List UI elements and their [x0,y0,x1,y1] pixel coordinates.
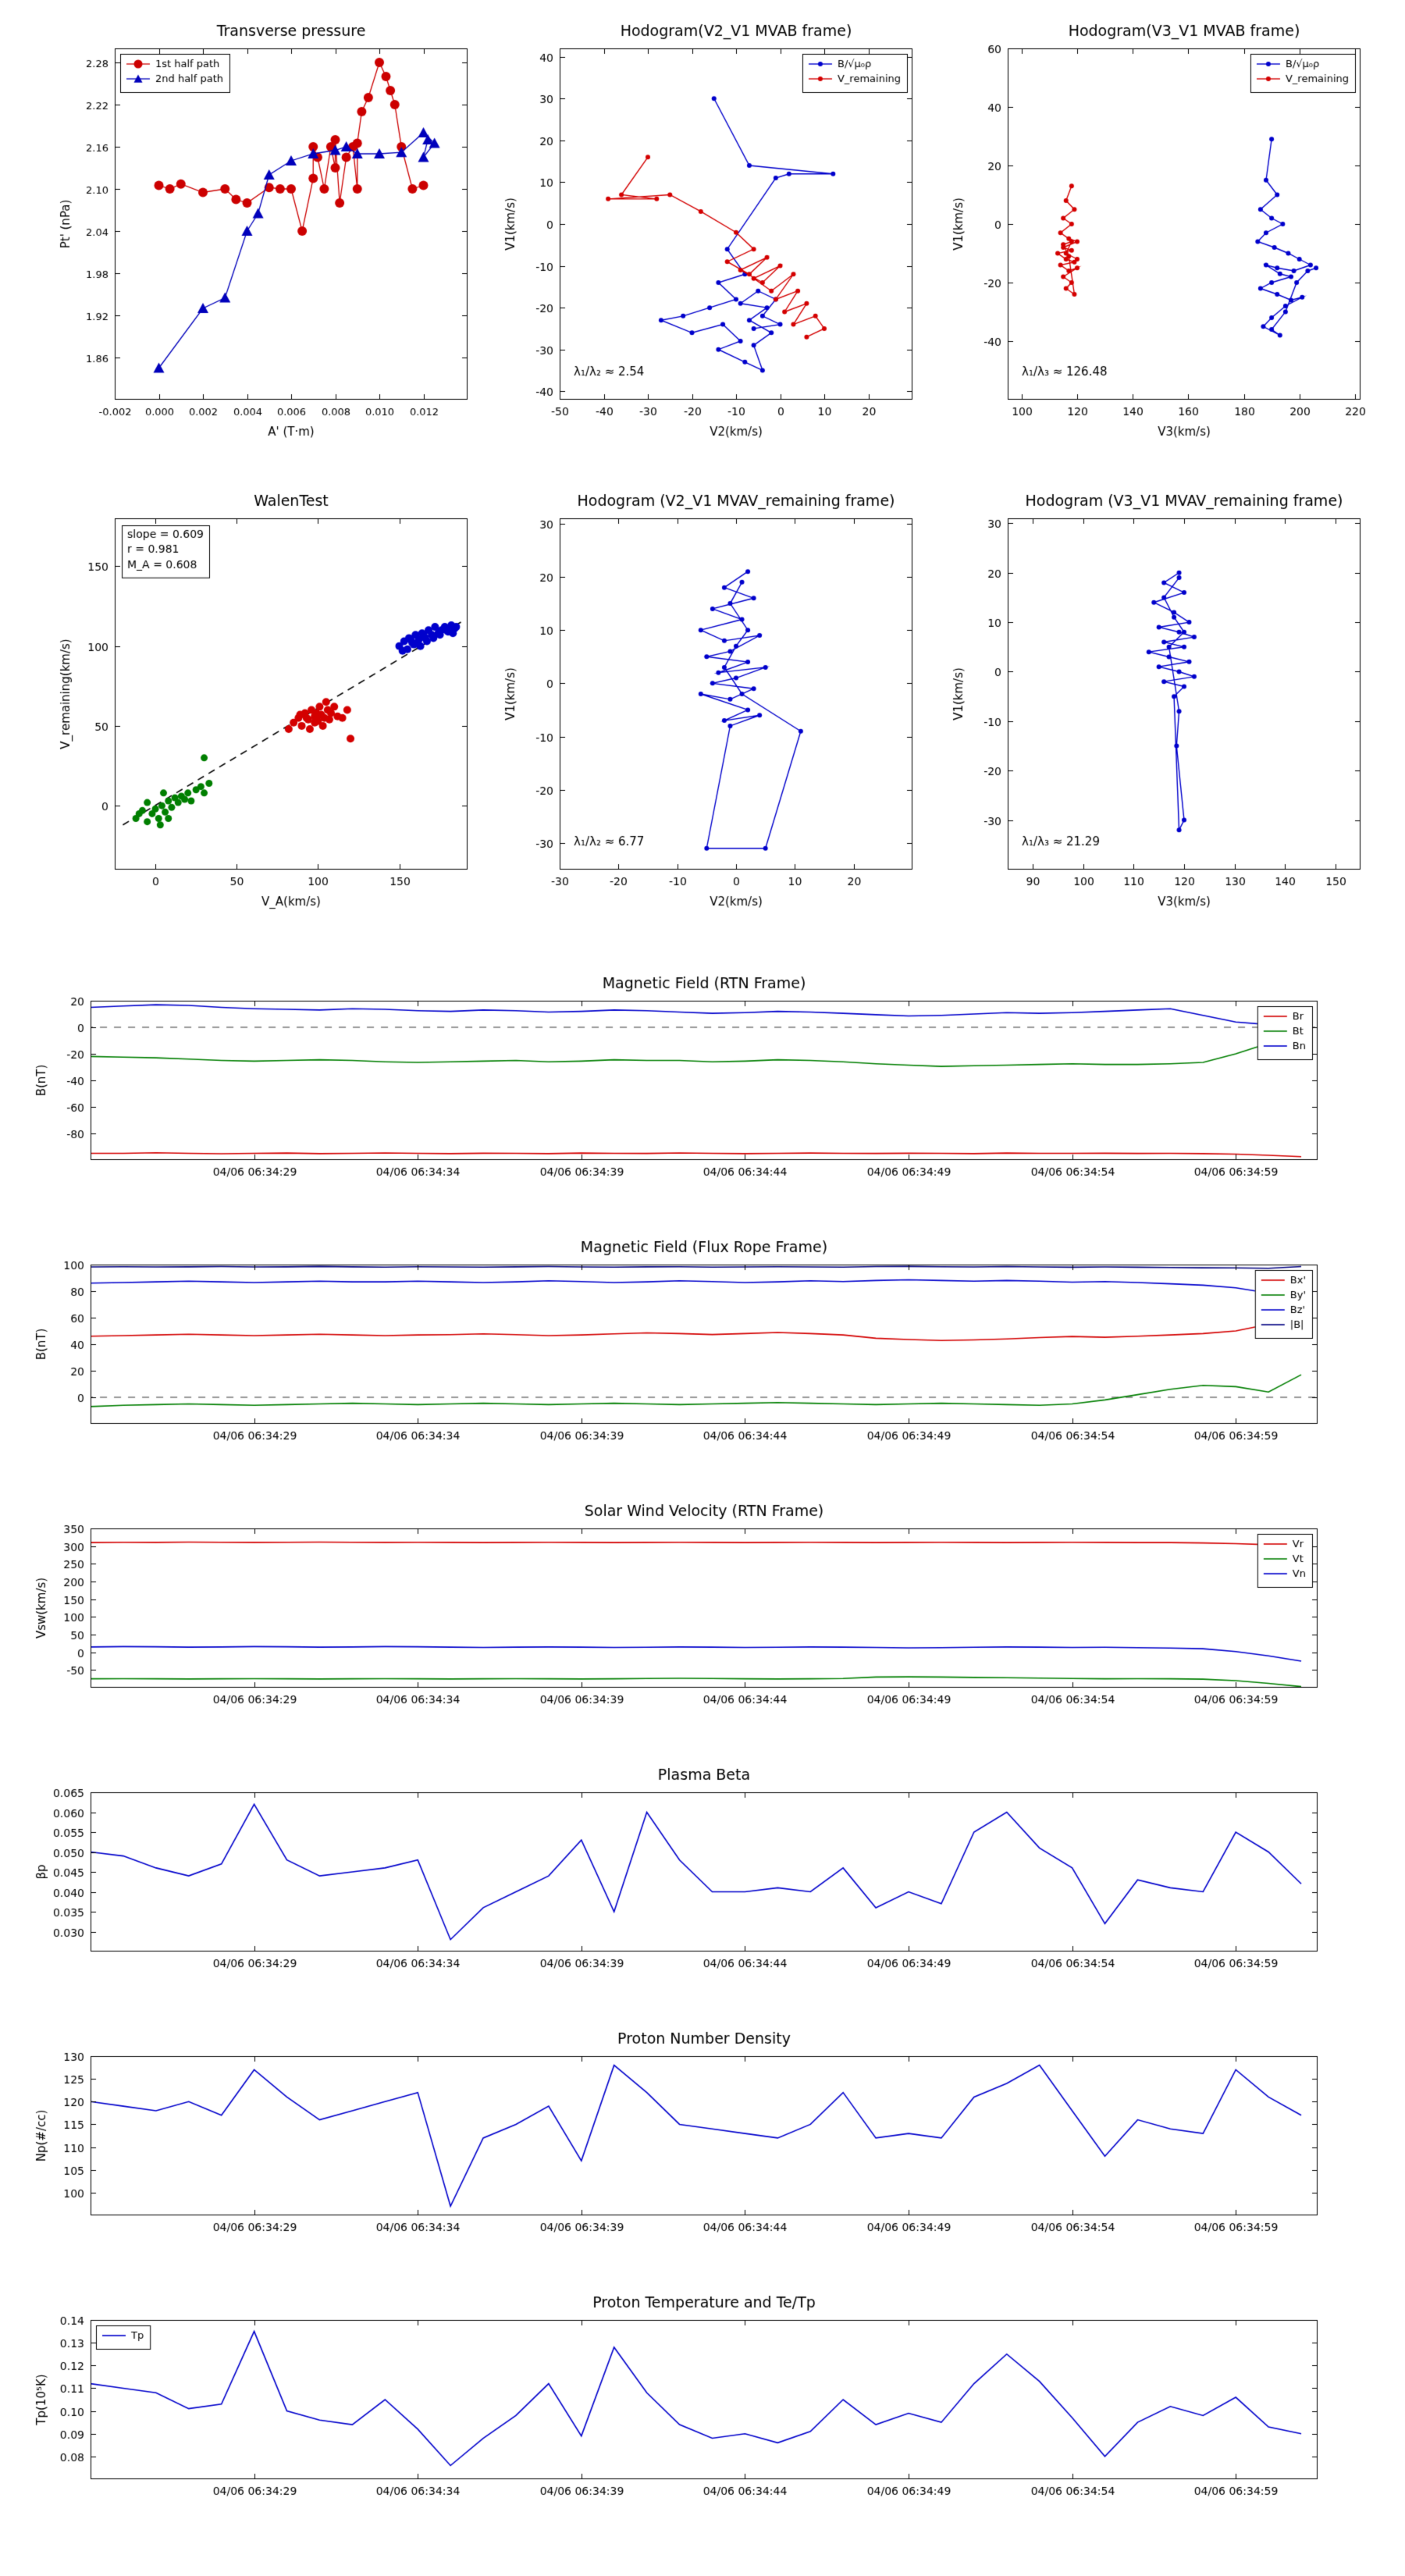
magnetic-field-rtn-chart [0,966,1405,1201]
walen-test-chart [41,482,482,920]
hodogram-v2v1-mvab-chart [486,12,927,450]
plasma-beta-chart [0,1758,1405,1992]
hodogram-v3v1-mvav-chart [934,482,1375,920]
magnetic-field-flux-rope-chart [0,1230,1405,1464]
transverse-pressure-chart [41,12,482,450]
hodogram-v3v1-mvab-chart [934,12,1375,450]
solar-wind-velocity-chart [0,1494,1405,1728]
proton-density-chart [0,2022,1405,2256]
hodogram-v2v1-mvav-chart [486,482,927,920]
proton-temperature-chart [0,2286,1405,2520]
